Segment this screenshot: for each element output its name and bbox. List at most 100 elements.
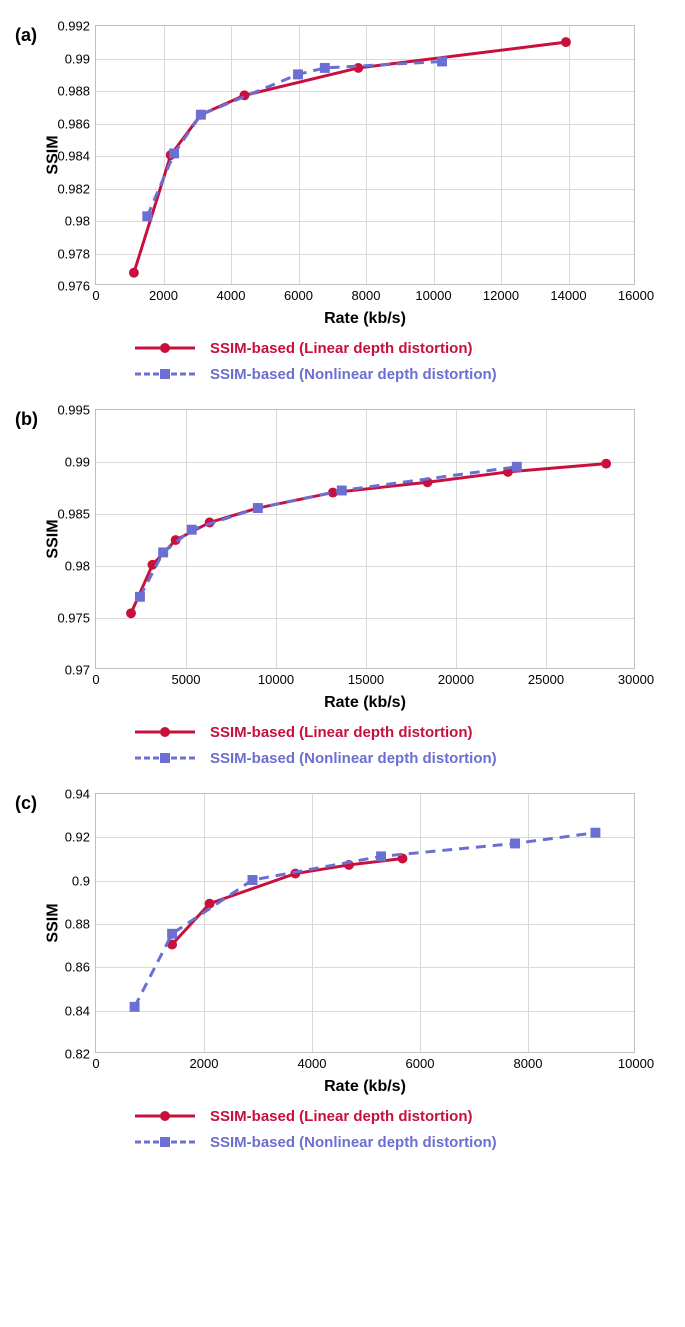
series-layer [96,794,634,1052]
x-tick-label: 2000 [190,1052,219,1071]
data-marker [130,1002,140,1012]
x-tick-label: 6000 [284,284,313,303]
y-tick-label: 0.82 [65,1047,96,1062]
x-tick-label: 8000 [352,284,381,303]
legend-label: SSIM-based (Linear depth distortion) [210,1108,473,1125]
y-axis-title: SSIM [45,519,63,558]
legend-item-linear: SSIM-based (Linear depth distortion) [95,338,670,358]
y-tick-label: 0.97 [65,663,96,678]
y-tick-label: 0.99 [65,455,96,470]
data-marker [320,63,330,73]
data-marker [135,592,145,602]
data-marker [167,929,177,939]
plot-area: SSIM0.9760.9780.980.9820.9840.9860.9880.… [95,25,635,285]
plot-area: SSIM0.820.840.860.880.90.920.94020004000… [95,793,635,1053]
data-marker [601,459,611,469]
y-tick-label: 0.982 [57,181,96,196]
data-marker [205,899,215,909]
data-marker [129,268,139,278]
x-tick-label: 4000 [298,1052,327,1071]
x-axis-title: Rate (kb/s) [95,1078,635,1096]
series-layer [96,410,634,668]
y-tick-label: 0.94 [65,787,96,802]
nonlinear-line [135,833,596,1007]
legend-item-nonlinear: SSIM-based (Nonlinear depth distortion) [95,364,670,384]
chart-box: SSIM0.970.9750.980.9850.990.995050001000… [95,409,670,712]
y-tick-label: 0.9 [72,873,96,888]
y-tick-label: 0.978 [57,246,96,261]
data-marker [253,503,263,513]
panel-label: (c) [15,793,37,814]
linear-line [134,42,566,273]
linear-line [131,464,606,614]
y-tick-label: 0.995 [57,403,96,418]
x-tick-label: 16000 [618,284,654,303]
y-tick-label: 0.92 [65,830,96,845]
x-tick-label: 25000 [528,668,564,687]
x-axis-title: Rate (kb/s) [95,694,635,712]
x-tick-label: 12000 [483,284,519,303]
legend-swatch [135,748,195,768]
data-marker [590,828,600,838]
x-tick-label: 0 [92,1052,99,1071]
legend-item-linear: SSIM-based (Linear depth distortion) [95,1106,670,1126]
y-tick-label: 0.975 [57,611,96,626]
chart-panel-a: (a) SSIM0.9760.9780.980.9820.9840.9860.98… [15,25,670,384]
legend-marker-icon [160,1137,170,1147]
x-tick-label: 6000 [406,1052,435,1071]
y-tick-label: 0.984 [57,149,96,164]
legend-swatch [135,722,195,742]
x-tick-label: 10000 [258,668,294,687]
data-marker [187,525,197,535]
legend-item-nonlinear: SSIM-based (Nonlinear depth distortion) [95,1132,670,1152]
chart-box: SSIM0.9760.9780.980.9820.9840.9860.9880.… [95,25,670,328]
data-marker [337,486,347,496]
y-tick-label: 0.985 [57,507,96,522]
legend-label: SSIM-based (Nonlinear depth distortion) [210,1134,497,1151]
y-tick-label: 0.976 [57,279,96,294]
legend-item-nonlinear: SSIM-based (Nonlinear depth distortion) [95,748,670,768]
panel-label: (b) [15,409,38,430]
x-tick-label: 20000 [438,668,474,687]
x-tick-label: 15000 [348,668,384,687]
data-marker [561,37,571,47]
x-tick-label: 10000 [618,1052,654,1071]
legend-marker-icon [160,727,170,737]
data-marker [328,488,338,498]
legend: SSIM-based (Linear depth distortion) SSIM… [95,722,670,768]
chart-panel-b: (b) SSIM0.970.9750.980.9850.990.995050001… [15,409,670,768]
legend-marker-icon [160,343,170,353]
legend-swatch [135,1106,195,1126]
data-marker [248,875,258,885]
legend-item-linear: SSIM-based (Linear depth distortion) [95,722,670,742]
x-tick-label: 4000 [217,284,246,303]
legend-marker-icon [160,369,170,379]
x-tick-label: 30000 [618,668,654,687]
legend-swatch [135,1132,195,1152]
chart-panel-c: (c) SSIM0.820.840.860.880.90.920.94020004… [15,793,670,1152]
legend-label: SSIM-based (Nonlinear depth distortion) [210,366,497,383]
y-tick-label: 0.98 [65,559,96,574]
y-tick-label: 0.84 [65,1003,96,1018]
y-tick-label: 0.98 [65,214,96,229]
legend-swatch [135,338,195,358]
panel-label: (a) [15,25,37,46]
x-tick-label: 8000 [514,1052,543,1071]
data-marker [169,148,179,158]
series-layer [96,26,634,284]
y-tick-label: 0.992 [57,19,96,34]
data-marker [196,110,206,120]
y-tick-label: 0.88 [65,917,96,932]
data-marker [158,547,168,557]
y-tick-label: 0.988 [57,84,96,99]
y-tick-label: 0.986 [57,116,96,131]
data-marker [293,69,303,79]
x-tick-label: 2000 [149,284,178,303]
x-tick-label: 0 [92,284,99,303]
y-tick-label: 0.99 [65,51,96,66]
data-marker [376,851,386,861]
x-tick-label: 10000 [415,284,451,303]
chart-box: SSIM0.820.840.860.880.90.920.94020004000… [95,793,670,1096]
data-marker [437,57,447,67]
y-axis-title: SSIM [45,903,63,942]
